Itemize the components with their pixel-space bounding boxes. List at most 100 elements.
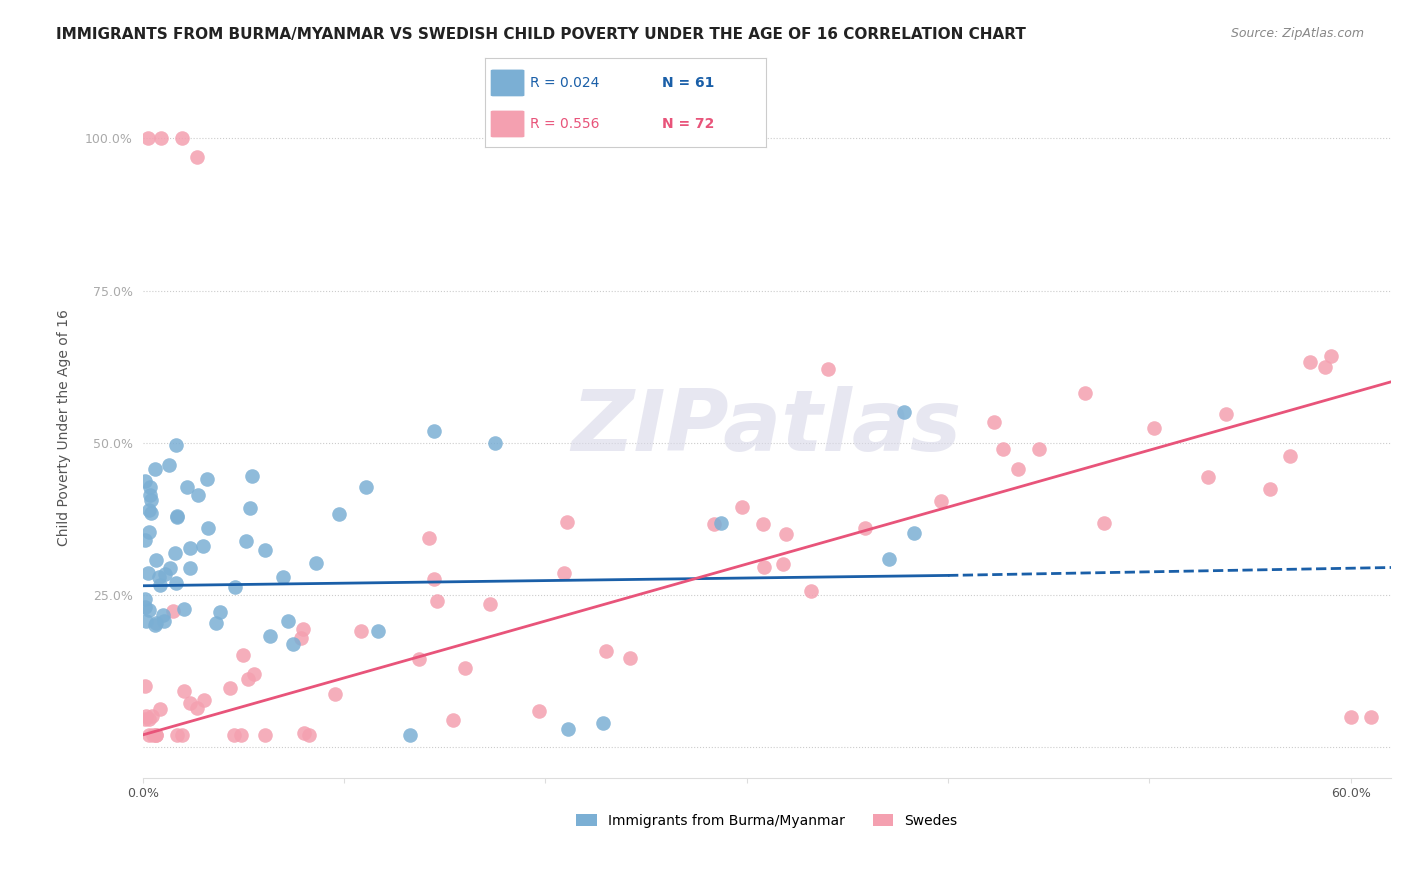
- Point: [710, 516, 733, 530]
- Point: [1279, 449, 1302, 463]
- Point: [1215, 407, 1237, 421]
- Point: [179, 541, 201, 555]
- Point: [142, 728, 165, 742]
- Point: [294, 726, 316, 740]
- Text: ZIPatlas: ZIPatlas: [572, 386, 962, 469]
- Point: [592, 715, 614, 730]
- Point: [136, 131, 159, 145]
- Point: [929, 493, 952, 508]
- Point: [165, 575, 187, 590]
- Point: [148, 570, 170, 584]
- Point: [993, 442, 1015, 456]
- Point: [323, 687, 346, 701]
- Point: [354, 480, 377, 494]
- Point: [165, 438, 187, 452]
- Point: [271, 570, 294, 584]
- Point: [240, 469, 263, 483]
- Point: [1299, 355, 1322, 369]
- Point: [134, 591, 156, 606]
- Point: [239, 501, 262, 516]
- Point: [441, 713, 464, 727]
- FancyBboxPatch shape: [491, 111, 524, 137]
- Point: [254, 728, 277, 742]
- Point: [135, 615, 157, 629]
- Point: [398, 728, 420, 742]
- Point: [1258, 482, 1281, 496]
- Point: [877, 552, 900, 566]
- Point: [138, 728, 160, 742]
- Point: [162, 603, 184, 617]
- Point: [853, 521, 876, 535]
- Point: [305, 556, 328, 570]
- Point: [1028, 442, 1050, 456]
- Point: [134, 533, 156, 547]
- Point: [557, 722, 579, 736]
- Point: [281, 637, 304, 651]
- Point: [191, 539, 214, 553]
- Point: [136, 566, 159, 580]
- Point: [800, 584, 823, 599]
- Point: [1360, 709, 1382, 723]
- Point: [139, 488, 162, 502]
- Text: R = 0.024: R = 0.024: [530, 76, 599, 90]
- Point: [138, 603, 160, 617]
- Point: [259, 629, 281, 643]
- Point: [134, 680, 156, 694]
- Point: [817, 361, 839, 376]
- Point: [772, 557, 794, 571]
- Point: [141, 492, 163, 507]
- Point: [209, 605, 232, 619]
- Point: [619, 650, 641, 665]
- Point: [186, 150, 208, 164]
- Point: [367, 624, 389, 639]
- Point: [135, 709, 157, 723]
- Point: [1143, 421, 1166, 435]
- Point: [138, 502, 160, 516]
- Point: [1007, 462, 1029, 476]
- Point: [145, 616, 167, 631]
- Point: [484, 435, 506, 450]
- Point: [197, 472, 219, 486]
- Text: IMMIGRANTS FROM BURMA/MYANMAR VS SWEDISH CHILD POVERTY UNDER THE AGE OF 16 CORRE: IMMIGRANTS FROM BURMA/MYANMAR VS SWEDISH…: [56, 27, 1026, 42]
- Point: [752, 559, 775, 574]
- Point: [983, 415, 1005, 429]
- Point: [595, 644, 617, 658]
- Point: [186, 700, 208, 714]
- Point: [145, 553, 167, 567]
- Point: [173, 602, 195, 616]
- Text: Source: ZipAtlas.com: Source: ZipAtlas.com: [1230, 27, 1364, 40]
- Point: [153, 567, 176, 582]
- Point: [1319, 349, 1341, 363]
- Point: [454, 661, 477, 675]
- Point: [231, 728, 253, 742]
- Point: [408, 652, 430, 666]
- Point: [426, 594, 449, 608]
- Point: [176, 480, 198, 494]
- Text: N = 72: N = 72: [662, 117, 714, 131]
- Point: [173, 684, 195, 698]
- Point: [253, 543, 276, 558]
- Point: [350, 624, 373, 638]
- Point: [1074, 386, 1097, 401]
- Point: [139, 506, 162, 520]
- Point: [143, 462, 166, 476]
- Point: [150, 131, 173, 145]
- Point: [555, 516, 578, 530]
- Text: N = 61: N = 61: [662, 76, 714, 90]
- Point: [141, 709, 163, 723]
- Point: [187, 488, 209, 502]
- Point: [298, 728, 321, 742]
- Point: [1197, 470, 1219, 484]
- Point: [553, 566, 575, 581]
- Point: [149, 702, 172, 716]
- Point: [134, 600, 156, 615]
- Point: [165, 546, 187, 560]
- Point: [418, 531, 440, 545]
- Point: [232, 648, 254, 663]
- Point: [752, 516, 775, 531]
- Point: [139, 480, 162, 494]
- Point: [219, 681, 242, 696]
- Point: [152, 614, 174, 628]
- Point: [149, 577, 172, 591]
- Point: [145, 728, 167, 742]
